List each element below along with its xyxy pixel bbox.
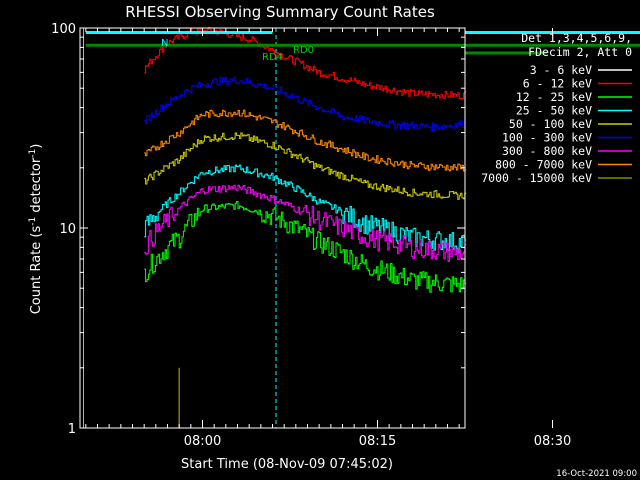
legend-label-0: 3 - 6 keV (530, 63, 592, 77)
y-tick-label-1: 10 (59, 222, 76, 237)
curve-5 (144, 76, 467, 132)
y-tick-label-0: 1 (68, 422, 76, 437)
rd0-label: RD0 (293, 45, 314, 56)
x-tick-label-0: 08:00 (184, 434, 221, 449)
curve-1 (144, 26, 467, 100)
curve-6 (144, 184, 467, 262)
legend-label-2: 12 - 25 keV (516, 90, 592, 104)
y-axis-label: Count Rate (s-1 detector-1) (28, 144, 44, 315)
curve-2 (144, 201, 467, 293)
legend-label-7: 800 - 7000 keV (495, 158, 592, 172)
legend-label-3: 25 - 50 keV (516, 104, 592, 118)
rd4-label: RD4 (262, 52, 283, 63)
legend-header-1: Det 1,3,4,5,6,9, (521, 31, 632, 45)
legend-label-4: 50 - 100 keV (509, 117, 592, 131)
x-tick-label-1: 08:15 (359, 434, 396, 449)
y-label-sup-2: -1 (28, 149, 38, 158)
legend-label-1: 6 - 12 keV (523, 77, 592, 91)
x-axis-label: Start Time (08-Nov-09 07:45:02) (181, 457, 393, 472)
legend-label-8: 7000 - 15000 keV (481, 171, 592, 185)
chart-title: RHESSI Observing Summary Count Rates (125, 3, 435, 21)
curve-0 (144, 223, 467, 319)
legend-label-6: 300 - 800 keV (502, 144, 592, 158)
legend-label-5: 100 - 300 keV (502, 131, 592, 145)
curve-4 (144, 132, 467, 200)
y-label-main: Count Rate (s (29, 226, 44, 315)
x-tick-label-2: 08:30 (534, 434, 571, 449)
night-label: N (161, 38, 168, 49)
y-label-sup-1: -1 (28, 217, 38, 226)
y-tick-label-2: 100 (51, 22, 76, 37)
legend-header-2: FDecim 2, Att 0 (528, 45, 632, 59)
curve-7 (144, 109, 467, 172)
footer-date: 16-Oct-2021 09:00 (556, 469, 637, 479)
plot-area (83, 26, 640, 428)
y-label-mid: detector (29, 157, 44, 217)
y-label-end: ) (29, 144, 44, 149)
curve-3 (144, 164, 467, 254)
